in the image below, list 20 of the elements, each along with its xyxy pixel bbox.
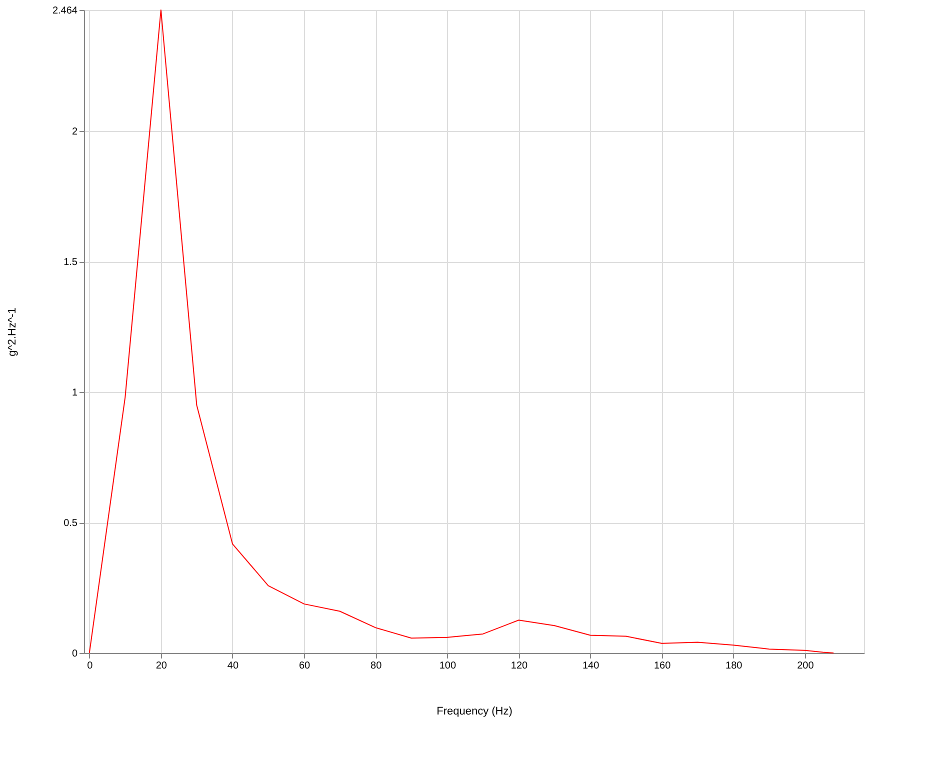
- x-tick-label: 200: [797, 660, 814, 672]
- line-series: [88, 10, 834, 654]
- x-tick-label: 40: [227, 660, 239, 672]
- x-tick-label: 160: [654, 660, 672, 672]
- x-tick-label: 120: [510, 660, 528, 672]
- x-tick-label: 140: [582, 660, 600, 672]
- x-tick-label: 20: [156, 660, 168, 672]
- x-tick-label: 180: [726, 660, 743, 672]
- x-tick-label: 100: [439, 660, 456, 672]
- x-tick-label: 80: [370, 660, 382, 672]
- y-tick-label: 0.5: [64, 518, 78, 530]
- y-axis-title: g^2.Hz^-1: [6, 308, 18, 356]
- y-tick-label: 1: [72, 388, 78, 399]
- x-tick-label: 0: [87, 660, 94, 672]
- y-tick-label: 0: [72, 648, 78, 660]
- y-tick-label: 2: [72, 126, 78, 138]
- x-axis-title: Frequency (Hz): [436, 706, 512, 718]
- x-tick-label: 60: [298, 660, 311, 672]
- y-tick-label: 1.5: [64, 257, 78, 268]
- y-tick-label: 2.464: [52, 6, 78, 16]
